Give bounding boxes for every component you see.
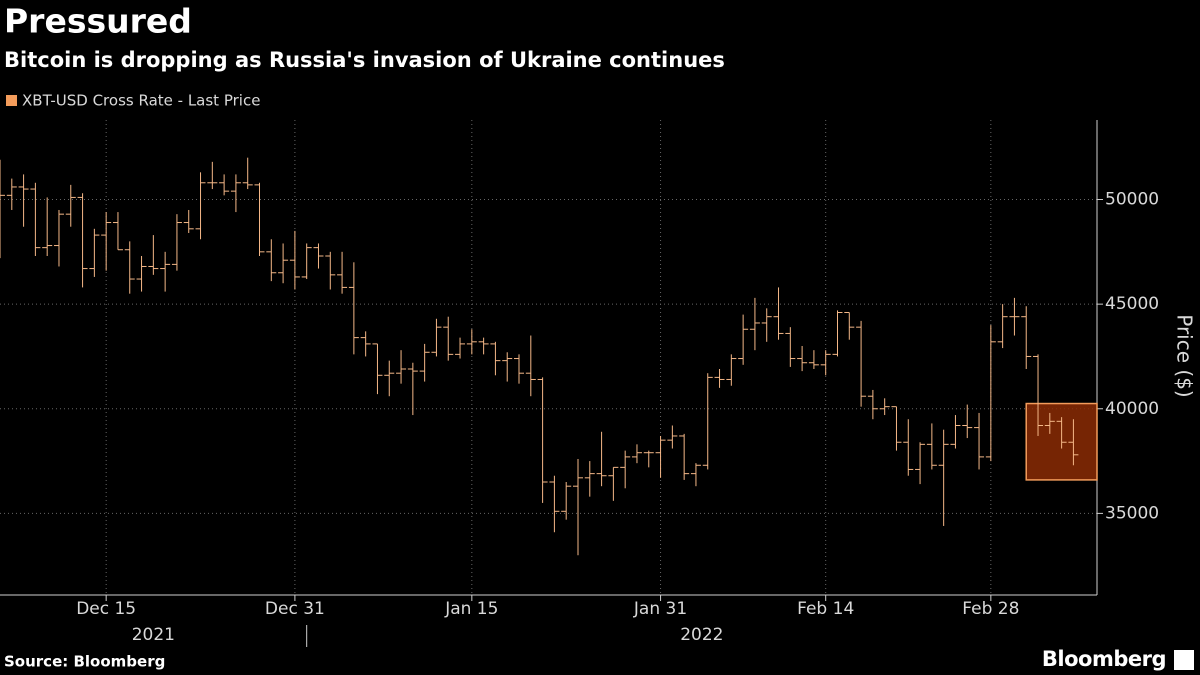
x-tick-label: Jan 31 bbox=[633, 599, 687, 619]
x-tick-label: Feb 28 bbox=[962, 599, 1019, 619]
chart-title: Pressured bbox=[4, 2, 192, 41]
legend-swatch bbox=[6, 95, 17, 106]
brand-icon bbox=[1174, 650, 1194, 670]
x-year-label: 2021 bbox=[132, 625, 175, 645]
chart-subtitle: Bitcoin is dropping as Russia's invasion… bbox=[4, 48, 725, 72]
legend-label: XBT-USD Cross Rate - Last Price bbox=[22, 92, 260, 110]
y-tick-label: 45000 bbox=[1105, 294, 1159, 314]
source: Source: Bloomberg bbox=[4, 653, 165, 671]
x-tick-label: Jan 15 bbox=[444, 599, 498, 619]
x-tick-label: Dec 15 bbox=[76, 599, 136, 619]
x-tick-label: Feb 14 bbox=[797, 599, 854, 619]
y-axis-title: Price ($) bbox=[1173, 314, 1197, 397]
y-tick-label: 35000 bbox=[1105, 503, 1159, 523]
y-tick-label: 50000 bbox=[1105, 190, 1159, 210]
x-year-label: 2022 bbox=[680, 625, 723, 645]
brand-logo: Bloomberg bbox=[1042, 647, 1166, 671]
x-tick-label: Dec 31 bbox=[265, 599, 325, 619]
y-tick-label: 40000 bbox=[1105, 399, 1159, 419]
